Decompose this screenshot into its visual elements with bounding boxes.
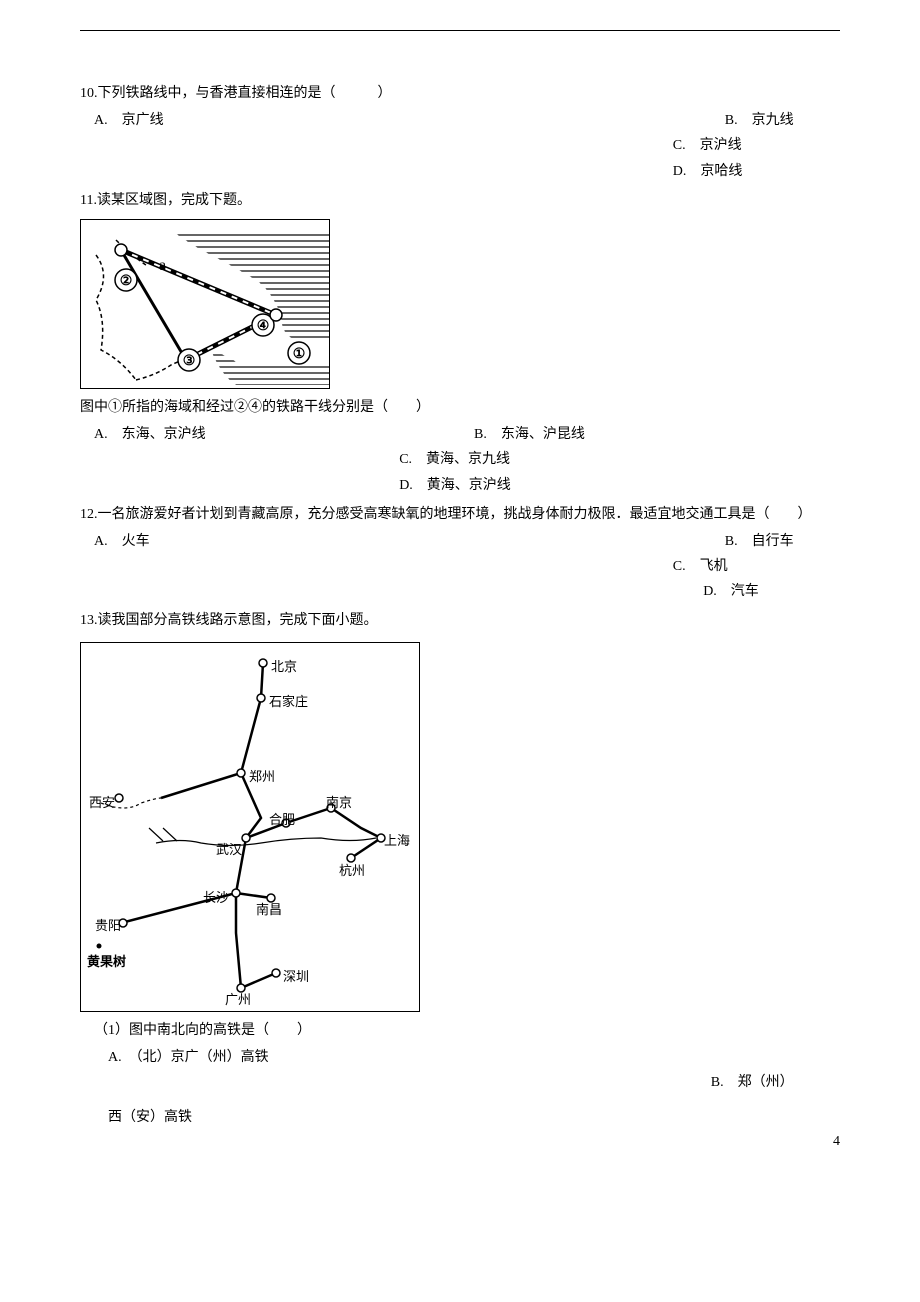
city-wuhan: 武汉: [216, 838, 242, 861]
city-shenzhen: 深圳: [283, 965, 309, 988]
city-changsha: 长沙: [203, 886, 229, 909]
question-10: 10.下列铁路线中，与香港直接相连的是（ ） A. 京广线 B. 京九线 C. …: [80, 81, 840, 184]
city-nanchang: 南昌: [256, 898, 282, 921]
q10-option-d: D. 京哈线: [80, 159, 840, 184]
city-shanghai: 上海: [384, 829, 410, 852]
map1-label-1: ①: [293, 347, 306, 362]
city-guangzhou: 广州: [225, 988, 251, 1011]
q11-option-c: C. 黄海、京九线: [80, 447, 840, 472]
map1-label-2: ②: [120, 274, 133, 289]
q13-intro: 13.读我国部分高铁线路示意图，完成下面小题。: [80, 608, 840, 633]
city-hangzhou: 杭州: [339, 859, 365, 882]
top-rule: [80, 30, 840, 31]
q12-text: 12.一名旅游爱好者计划到青藏高原，充分感受高寒缺氧的地理环境，挑战身体耐力极限…: [80, 502, 840, 527]
q11-intro: 11.读某区域图，完成下题。: [80, 188, 840, 213]
map1-label-a: a: [159, 257, 166, 274]
city-huangguoshu: 黄果树: [87, 950, 126, 973]
q11-option-d: D. 黄海、京沪线: [80, 473, 840, 498]
q13-map: 北京 石家庄 郑州 西安 南京 合肥 上海 武汉 杭州 长沙 南昌 贵阳 黄果树…: [80, 642, 420, 1012]
map1-label-4: ④: [257, 319, 270, 334]
q13-sub1-text: （1）图中南北向的高铁是（ ）: [80, 1018, 840, 1043]
city-zhengzhou: 郑州: [249, 765, 275, 788]
city-shijiazhuang: 石家庄: [269, 690, 308, 713]
question-12: 12.一名旅游爱好者计划到青藏高原，充分感受高寒缺氧的地理环境，挑战身体耐力极限…: [80, 502, 840, 605]
q13-sub1-option-b: B. 郑（州）: [80, 1070, 840, 1095]
page-number: 4: [833, 1129, 840, 1154]
question-11: 11.读某区域图，完成下题。: [80, 188, 840, 498]
q11-option-b: B. 东海、沪昆线: [460, 422, 840, 447]
q10-text: 10.下列铁路线中，与香港直接相连的是（ ）: [80, 81, 840, 106]
map1-label-3: ③: [183, 354, 196, 369]
q12-option-a: A. 火车: [80, 529, 711, 554]
q10-option-b: B. 京九线: [711, 108, 840, 133]
q12-option-b: B. 自行车: [711, 529, 840, 554]
q13-sub1-option-a: A. （北）京广（州）高铁: [80, 1045, 269, 1070]
q11-option-a: A. 东海、京沪线: [80, 422, 460, 447]
q11-text: 图中①所指的海域和经过②④的铁路干线分别是（ ）: [80, 395, 840, 420]
city-guiyang: 贵阳: [95, 914, 121, 937]
city-hefei: 合肥: [269, 808, 295, 831]
q13-sub1-option-b-cont: 西（安）高铁: [80, 1105, 840, 1130]
q12-option-d: D. 汽车: [80, 579, 840, 604]
city-xian: 西安: [89, 791, 115, 814]
question-13: 13.读我国部分高铁线路示意图，完成下面小题。: [80, 608, 840, 1130]
q10-option-c: C. 京沪线: [80, 133, 840, 158]
city-beijing: 北京: [271, 655, 297, 678]
q11-map: ② ③ ④ ① a: [80, 219, 330, 389]
q12-option-c: C. 飞机: [80, 554, 840, 579]
q10-option-a: A. 京广线: [80, 108, 711, 133]
city-nanjing: 南京: [326, 791, 352, 814]
